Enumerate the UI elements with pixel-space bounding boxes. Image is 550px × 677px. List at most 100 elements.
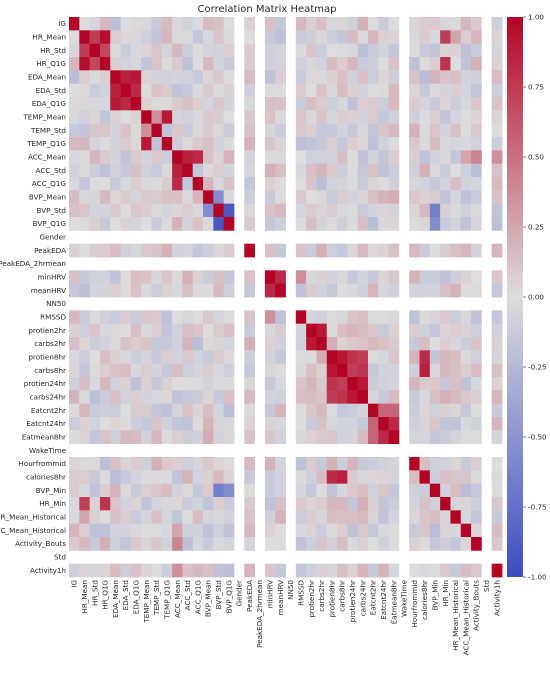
heatmap-cell: [244, 310, 255, 325]
heatmap-cell: [192, 390, 204, 405]
heatmap-cell: [110, 403, 121, 418]
heatmap-cell: [264, 523, 276, 538]
colorbar-tick-label: -0.50: [528, 433, 547, 442]
heatmap-cell: [110, 510, 121, 525]
heatmap-cells: [69, 17, 503, 578]
heatmap-cell: [450, 243, 462, 258]
heatmap-cell: [409, 190, 420, 205]
heatmap-cell: [182, 497, 194, 511]
heatmap-cell: [326, 323, 338, 338]
heatmap-cell: [409, 523, 420, 538]
x-tick-label: Activity_Bouts: [472, 580, 481, 631]
heatmap-cell: [450, 57, 462, 71]
heatmap-cell: [89, 390, 101, 405]
heatmap-cell: [110, 377, 121, 391]
heatmap-cell: [409, 363, 420, 378]
heatmap-cell: [419, 390, 431, 405]
heatmap-cell: [213, 217, 225, 231]
heatmap-cell: [182, 17, 194, 31]
y-tick-label: PeakEDA_2hrmean: [0, 259, 66, 268]
heatmap-cell: [388, 30, 400, 45]
heatmap-cell: [460, 123, 472, 138]
y-tick-label: protien2hr: [28, 326, 66, 335]
heatmap-cell: [450, 377, 462, 391]
heatmap-cell: [141, 270, 152, 285]
heatmap-cell: [337, 17, 348, 31]
heatmap-cell: [491, 57, 503, 71]
heatmap-cell: [151, 430, 163, 445]
heatmap-cell: [409, 430, 420, 445]
heatmap-cell: [450, 163, 462, 178]
heatmap-cell: [223, 470, 235, 485]
heatmap-cell: [471, 190, 482, 205]
heatmap-cell: [120, 243, 132, 258]
heatmap-cell: [471, 270, 482, 285]
heatmap-cell: [69, 177, 80, 191]
heatmap-cell: [306, 310, 317, 325]
heatmap-cell: [367, 243, 379, 258]
heatmap-cell: [429, 70, 441, 85]
heatmap-cell: [172, 523, 183, 538]
heatmap-cell: [306, 377, 317, 391]
heatmap-cell: [306, 97, 317, 111]
heatmap-cell: [69, 57, 80, 71]
heatmap-cell: [409, 510, 420, 525]
heatmap-cell: [89, 123, 101, 138]
heatmap-cell: [130, 470, 142, 485]
heatmap-cell: [79, 470, 91, 485]
heatmap-cell: [450, 110, 462, 125]
heatmap-cell: [192, 270, 204, 285]
heatmap-cell: [471, 57, 482, 71]
heatmap-cell: [440, 270, 451, 285]
heatmap-cell: [450, 217, 462, 231]
heatmap-cell: [79, 523, 91, 538]
heatmap-cell: [388, 110, 400, 125]
heatmap-cell: [326, 70, 338, 85]
heatmap-cell: [223, 377, 235, 391]
heatmap-cell: [440, 563, 451, 578]
heatmap-cell: [120, 523, 132, 538]
heatmap-cell: [203, 283, 214, 298]
heatmap-cell: [120, 483, 132, 498]
heatmap-cell: [110, 283, 121, 298]
heatmap-cell: [203, 403, 214, 418]
heatmap-cell: [151, 70, 163, 85]
x-tick-label: TEMP_Std: [152, 580, 161, 616]
heatmap-cell: [471, 510, 482, 525]
heatmap-cell: [388, 163, 400, 178]
heatmap-cell: [306, 150, 317, 165]
heatmap-cell: [244, 30, 255, 45]
heatmap-cell: [357, 470, 369, 485]
heatmap-cell: [347, 523, 359, 538]
heatmap-cell: [429, 30, 441, 45]
heatmap-cell: [367, 363, 379, 378]
heatmap-cell: [172, 163, 183, 178]
heatmap-cell: [316, 177, 328, 191]
heatmap-cell: [429, 83, 441, 98]
heatmap-cell: [203, 83, 214, 98]
heatmap-cell: [120, 270, 132, 285]
heatmap-cell: [337, 177, 348, 191]
heatmap-cell: [182, 337, 194, 351]
heatmap-cell: [120, 497, 132, 511]
heatmap-cell: [79, 390, 91, 405]
heatmap-cell: [450, 97, 462, 111]
heatmap-cell: [460, 43, 472, 58]
heatmap-cell: [460, 403, 472, 418]
heatmap-cell: [141, 563, 152, 578]
colorbar: [507, 17, 523, 577]
heatmap-cell: [182, 283, 194, 298]
heatmap-cell: [213, 563, 225, 578]
heatmap-cell: [295, 510, 307, 525]
heatmap-cell: [378, 177, 389, 191]
heatmap-cell: [419, 123, 431, 138]
heatmap-cell: [491, 363, 503, 378]
heatmap-cell: [244, 470, 255, 485]
heatmap-cell: [79, 190, 91, 205]
heatmap-cell: [213, 390, 225, 405]
heatmap-cell: [326, 150, 338, 165]
heatmap-cell: [378, 483, 389, 498]
heatmap-cell: [388, 377, 400, 391]
heatmap-cell: [367, 390, 379, 405]
heatmap-cell: [316, 523, 328, 538]
